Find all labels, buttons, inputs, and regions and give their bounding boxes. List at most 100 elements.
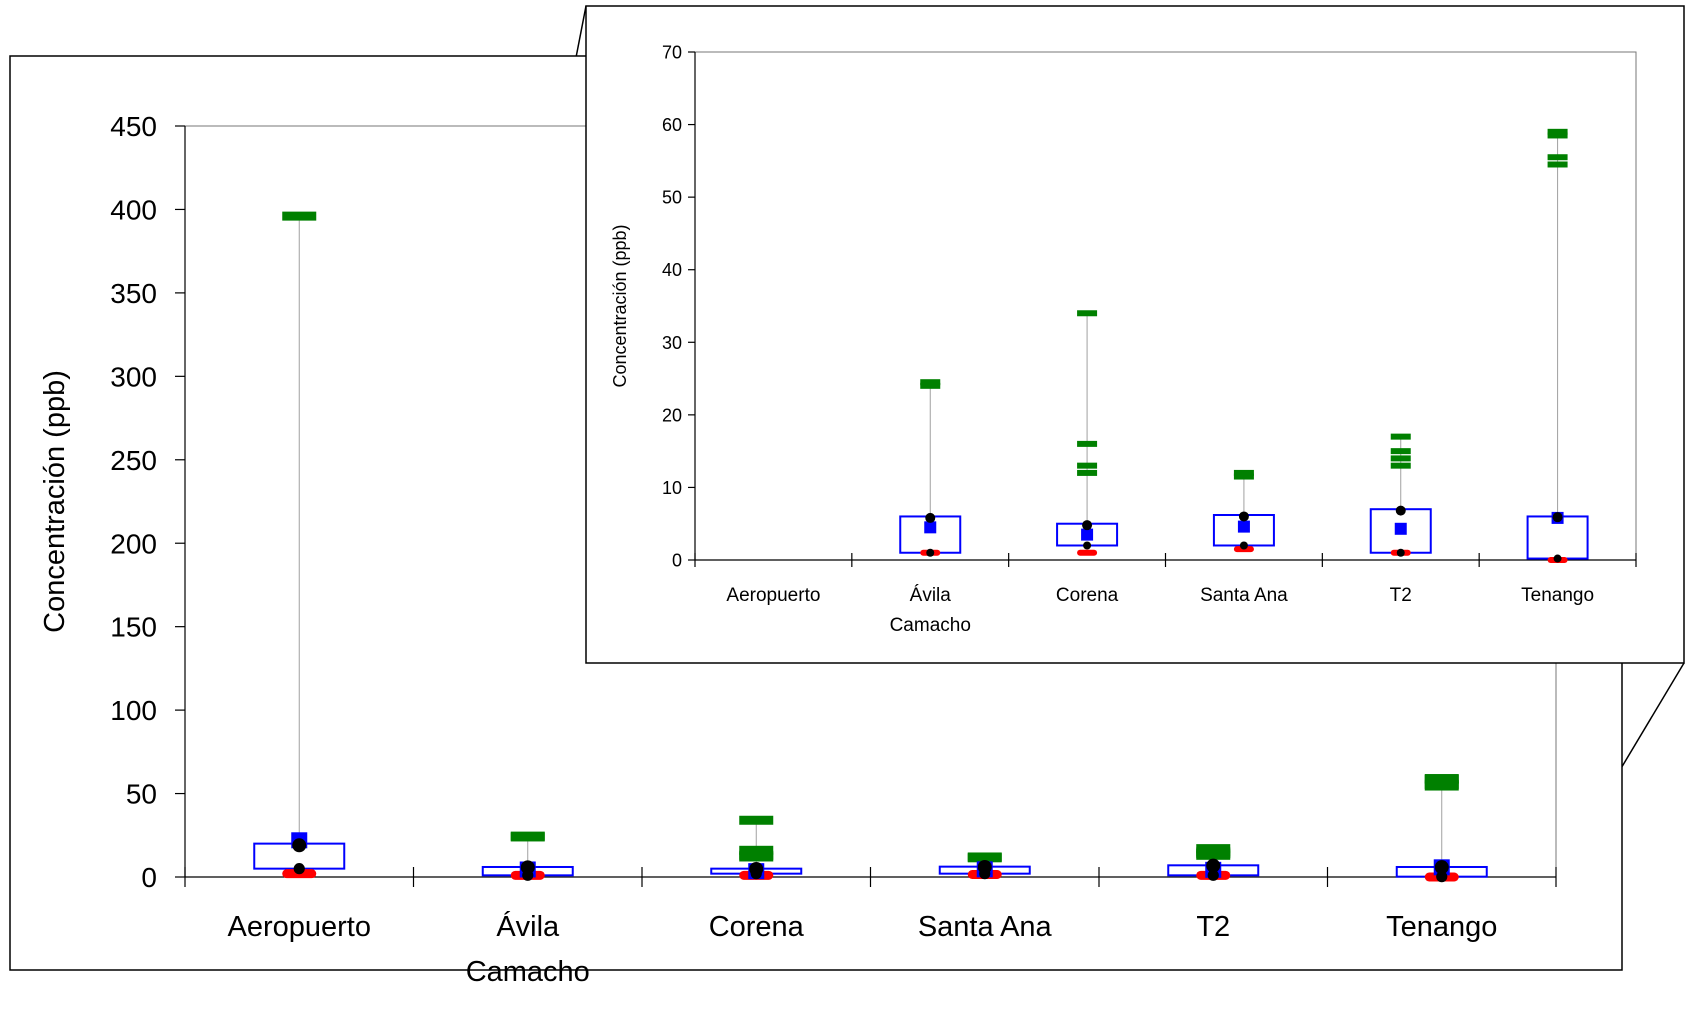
median-marker bbox=[1552, 512, 1563, 523]
box-group-t2 bbox=[1369, 433, 1432, 557]
box-group-corena bbox=[1056, 310, 1119, 556]
low-percentile-marker bbox=[750, 868, 762, 880]
box-group--vila-camacho bbox=[899, 379, 962, 557]
y-axis-title: Concentración (ppb) bbox=[610, 224, 630, 387]
y-tick-label: 0 bbox=[141, 862, 157, 893]
box-group-santa-ana bbox=[1212, 469, 1275, 553]
y-tick-label: 30 bbox=[662, 333, 682, 353]
y-tick-label: 0 bbox=[672, 550, 682, 570]
x-tick-label: Ávila bbox=[496, 910, 560, 943]
x-tick-label: Tenango bbox=[1386, 911, 1497, 943]
max-marker bbox=[1077, 310, 1098, 317]
y-tick-label: 400 bbox=[110, 195, 157, 226]
max-marker bbox=[920, 379, 941, 386]
box-group-tenango bbox=[1526, 128, 1589, 563]
box-group-t2 bbox=[1167, 844, 1260, 881]
max-marker bbox=[739, 815, 774, 825]
y-tick-label: 450 bbox=[110, 111, 157, 142]
max-marker bbox=[282, 211, 317, 221]
mean-marker bbox=[924, 521, 937, 534]
x-tick-label: Corena bbox=[709, 911, 805, 943]
x-tick-label: Corena bbox=[1056, 585, 1119, 606]
outlier-marker bbox=[1390, 448, 1411, 455]
outlier-marker bbox=[1077, 469, 1098, 476]
mean-marker bbox=[1394, 522, 1407, 535]
outlier-marker bbox=[1547, 161, 1568, 168]
x-tick-label: Santa Ana bbox=[1200, 585, 1288, 606]
y-axis-title: Concentración (ppb) bbox=[39, 370, 71, 633]
mean-marker bbox=[1237, 520, 1250, 533]
x-tick-label: Camacho bbox=[890, 615, 971, 636]
max-marker bbox=[1390, 433, 1411, 440]
median-marker bbox=[1434, 860, 1449, 875]
chart-frame bbox=[585, 5, 1685, 664]
outlier-marker bbox=[1077, 440, 1098, 447]
median-marker bbox=[925, 512, 936, 523]
y-tick-label: 40 bbox=[662, 260, 682, 280]
outlier-marker bbox=[1390, 462, 1411, 469]
outlier-marker bbox=[510, 832, 545, 842]
low-percentile-marker bbox=[979, 868, 991, 880]
low-percentile-marker bbox=[293, 863, 305, 875]
outlier-marker bbox=[1390, 455, 1411, 462]
low-percentile-marker bbox=[1396, 548, 1405, 557]
outlier-marker bbox=[1196, 850, 1231, 860]
outlier-marker bbox=[1424, 781, 1459, 791]
box-group-santa-ana bbox=[938, 852, 1031, 880]
outlier-marker bbox=[967, 853, 1002, 863]
median-marker bbox=[1238, 511, 1249, 522]
outlier-marker bbox=[1233, 473, 1254, 480]
y-tick-label: 200 bbox=[110, 528, 157, 559]
y-tick-label: 50 bbox=[126, 779, 157, 810]
y-tick-label: 20 bbox=[662, 405, 682, 425]
box-group-aeropuerto bbox=[253, 211, 346, 879]
y-tick-label: 100 bbox=[110, 695, 157, 726]
x-tick-label: Aeropuerto bbox=[228, 911, 372, 943]
outlier-marker bbox=[1424, 774, 1459, 784]
y-tick-label: 250 bbox=[110, 445, 157, 476]
y-tick-label: 300 bbox=[110, 361, 157, 392]
outlier-marker bbox=[1077, 462, 1098, 469]
y-tick-label: 60 bbox=[662, 115, 682, 135]
x-tick-label: T2 bbox=[1196, 911, 1230, 943]
x-tick-label: Ávila bbox=[910, 585, 952, 606]
y-tick-label: 70 bbox=[662, 42, 682, 62]
min-marker bbox=[1077, 549, 1098, 556]
low-percentile-marker bbox=[1553, 554, 1562, 563]
x-tick-label: Tenango bbox=[1521, 585, 1594, 606]
outlier-marker bbox=[739, 852, 774, 862]
outlier-marker bbox=[920, 382, 941, 389]
mean-marker bbox=[1081, 528, 1094, 541]
box-group-tenango bbox=[1395, 774, 1488, 883]
plot-marks bbox=[899, 128, 1589, 563]
max-marker bbox=[1547, 128, 1568, 135]
median-marker bbox=[1395, 505, 1406, 516]
x-tick-label: Aeropuerto bbox=[726, 585, 820, 606]
box-group--vila-camacho bbox=[481, 831, 574, 881]
box-group-corena bbox=[710, 815, 803, 880]
outlier-marker bbox=[1547, 154, 1568, 161]
inset-chart: 0 10 20 30 40 50 60 70 Concentración (ppb) Aeropu… bbox=[585, 5, 1685, 664]
x-tick-label: T2 bbox=[1390, 585, 1412, 606]
low-percentile-marker bbox=[926, 548, 935, 557]
low-percentile-marker bbox=[1083, 541, 1092, 550]
median-marker bbox=[1206, 858, 1221, 873]
low-percentile-marker bbox=[1207, 869, 1219, 881]
low-percentile-marker bbox=[522, 869, 534, 881]
y-tick-label: 150 bbox=[110, 612, 157, 643]
max-marker bbox=[1233, 469, 1254, 476]
outlier-marker bbox=[739, 845, 774, 855]
low-percentile-marker bbox=[1436, 871, 1448, 883]
median-marker bbox=[520, 860, 535, 875]
y-tick-label: 10 bbox=[662, 478, 682, 498]
low-percentile-marker bbox=[1239, 541, 1248, 550]
plot-marks bbox=[253, 211, 1488, 883]
median-marker bbox=[292, 838, 307, 853]
x-tick-label: Santa Ana bbox=[918, 911, 1053, 943]
outlier-marker bbox=[1547, 132, 1568, 139]
y-tick-label: 350 bbox=[110, 278, 157, 309]
median-marker bbox=[1082, 520, 1093, 531]
y-tick-label: 50 bbox=[662, 188, 682, 208]
x-tick-label: Camacho bbox=[466, 956, 590, 988]
